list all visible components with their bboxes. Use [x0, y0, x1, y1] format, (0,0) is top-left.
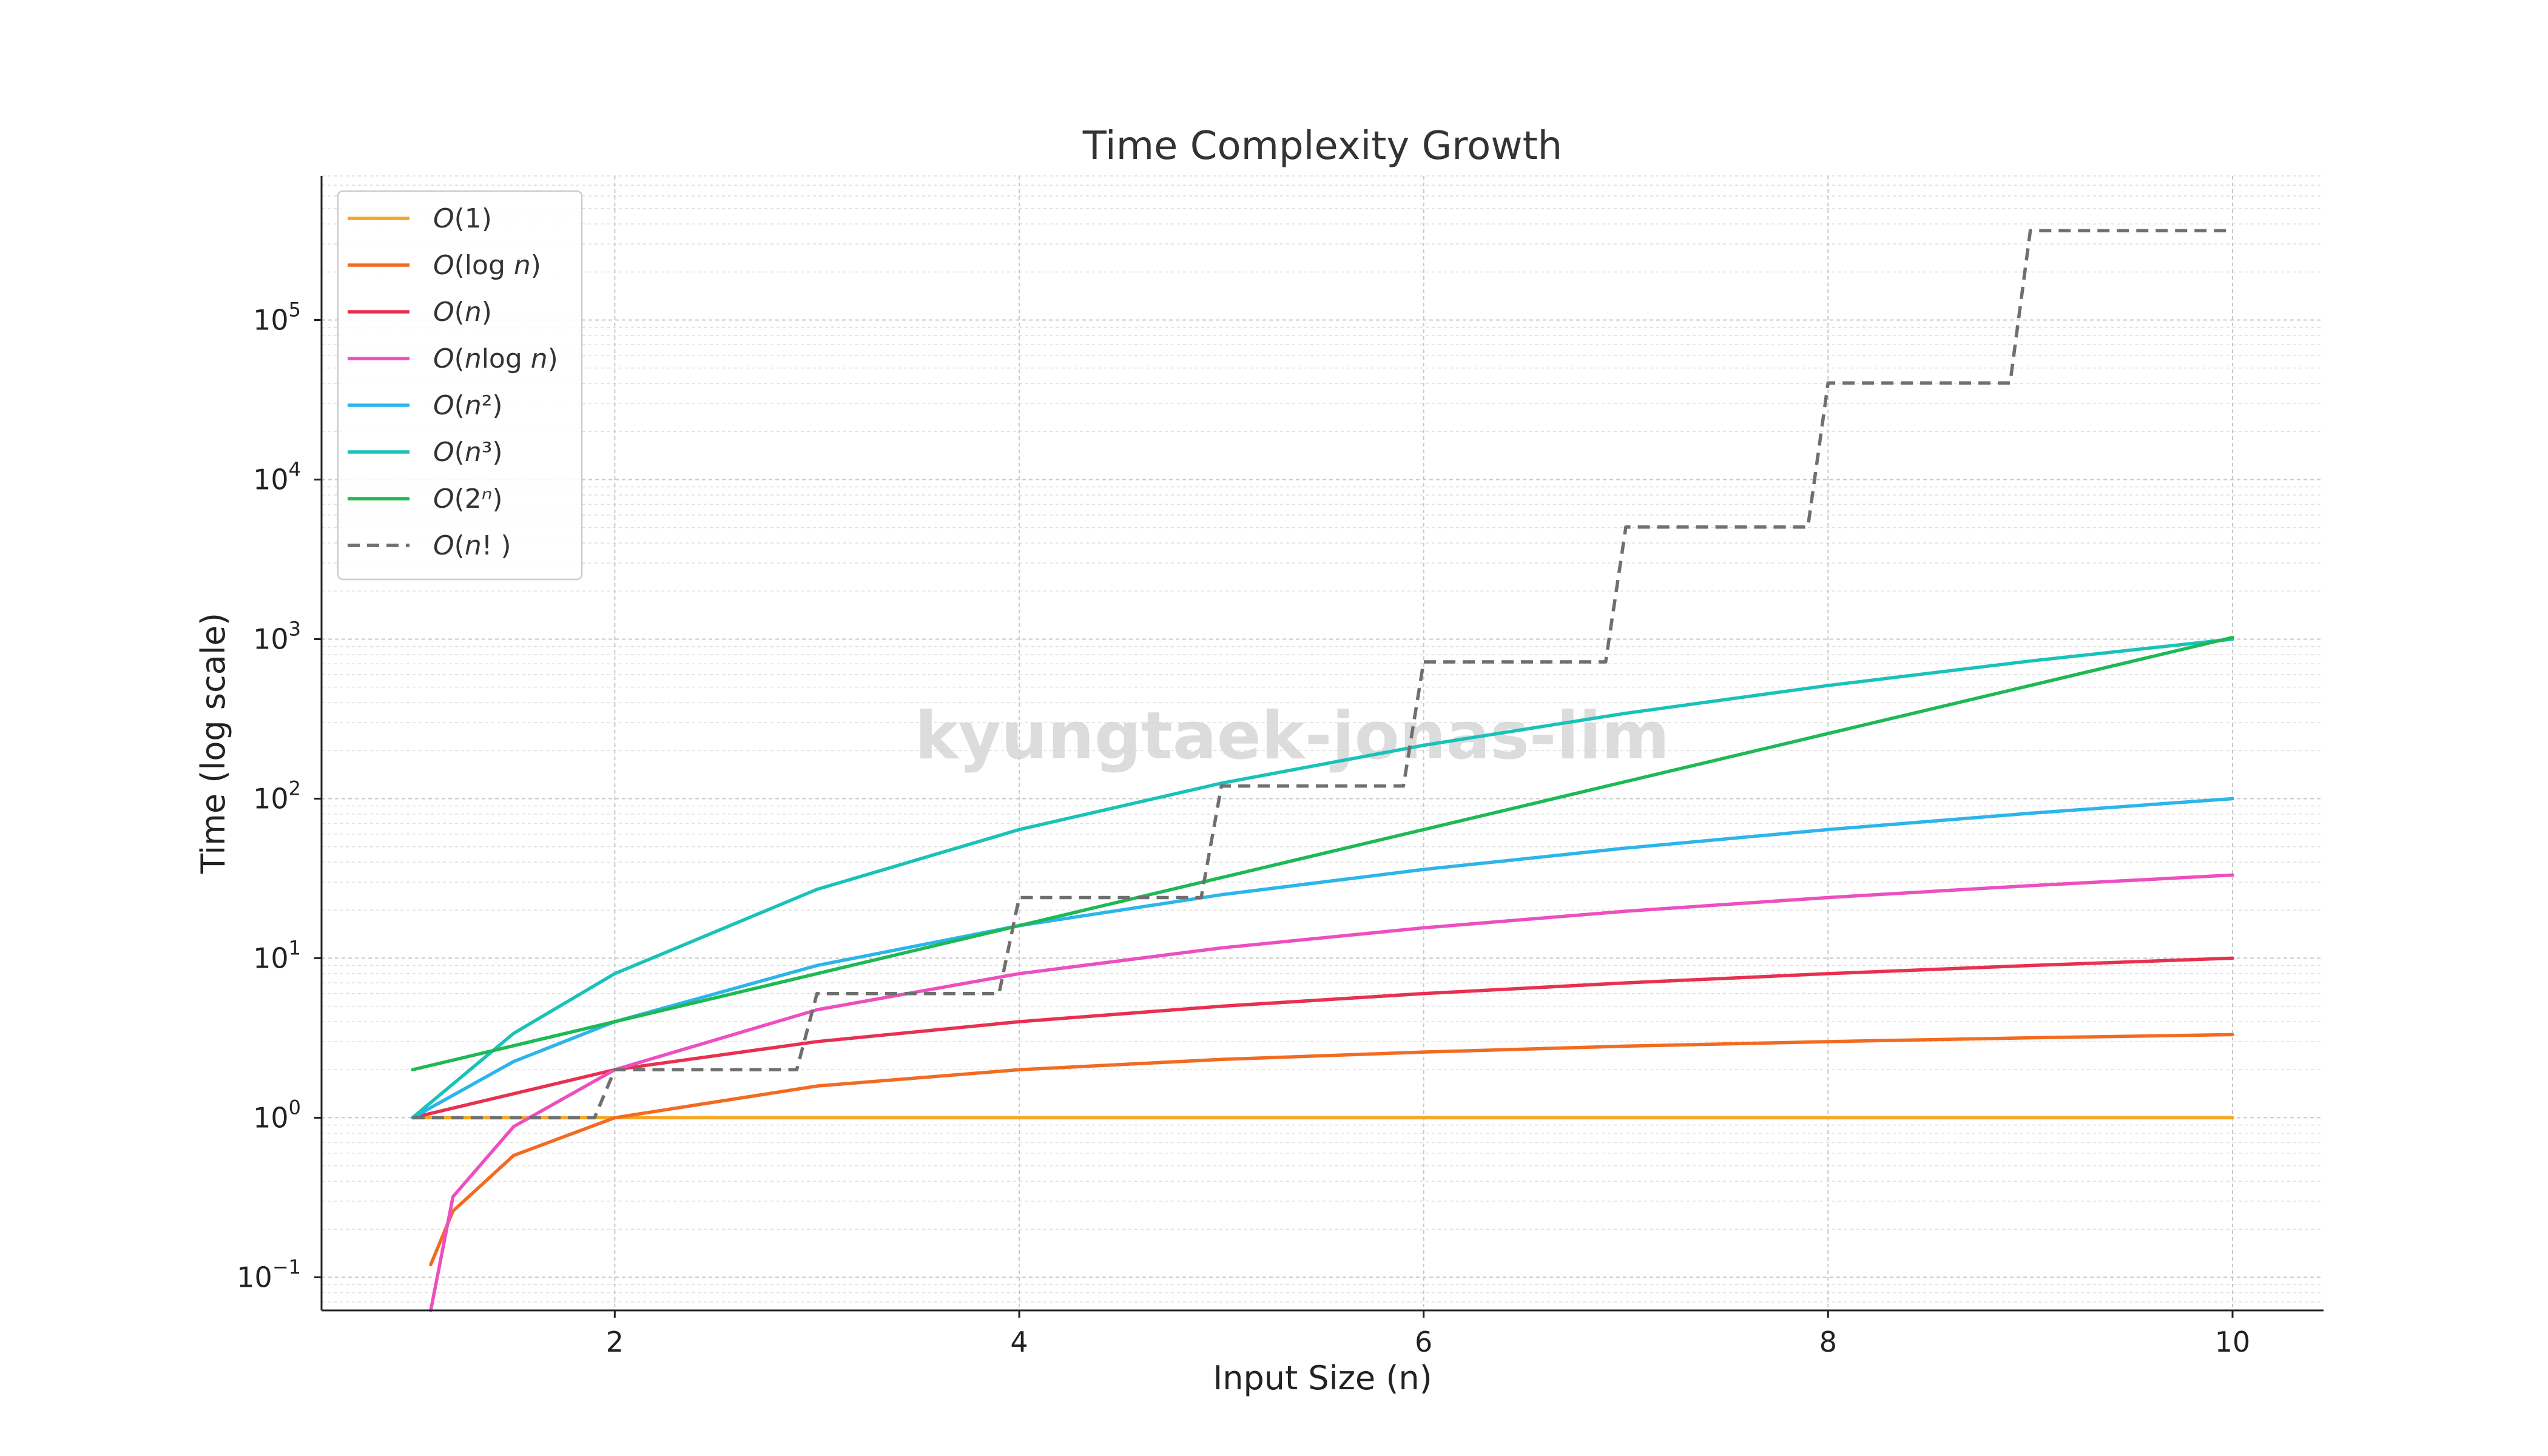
- y-tick-label: 103: [253, 617, 301, 655]
- legend-box: [337, 190, 583, 581]
- legend-label: O(n): [433, 297, 492, 328]
- y-tick-label: 100: [253, 1096, 301, 1134]
- x-tick-label: 6: [1415, 1326, 1432, 1358]
- series-line: [411, 637, 2234, 1120]
- legend-label: O(2ⁿ): [433, 484, 503, 514]
- plot-area: [411, 229, 2234, 1312]
- chart-title: Time Complexity Growth: [1082, 124, 1562, 169]
- y-tick-label: 105: [253, 298, 301, 336]
- x-tick-label: 2: [606, 1326, 624, 1358]
- x-tick-label: 4: [1010, 1326, 1028, 1358]
- x-tick-label: 10: [2215, 1326, 2251, 1358]
- series-line: [413, 229, 2233, 1120]
- series-line: [411, 636, 2234, 1071]
- series-line: [411, 956, 2234, 1120]
- y-tick-label: 10−1: [237, 1255, 301, 1293]
- series-line: [429, 873, 2234, 1312]
- axes: [314, 176, 2324, 1318]
- x-tick-label: 8: [1819, 1326, 1837, 1358]
- legend-label: O(n²): [433, 390, 503, 421]
- legend: O(1) O(log n) O(n) O(nlog n) O(n²) O(n³) O(2ⁿ)…: [337, 190, 583, 581]
- y-tick-label: 104: [253, 457, 301, 496]
- x-axis-label: Input Size (n): [1213, 1359, 1432, 1397]
- legend-label: O(log n): [433, 250, 541, 281]
- series-line: [429, 1033, 2234, 1267]
- tick-labels: 2 4 6 8 10 10−1 100 101 102 103 104 105: [237, 298, 2250, 1358]
- y-tick-label: 102: [253, 777, 301, 815]
- y-axis-label: Time (log scale): [194, 613, 232, 874]
- series-line: [411, 797, 2234, 1120]
- legend-label: O(1): [433, 203, 492, 234]
- legend-label: O(n! ): [433, 530, 511, 561]
- y-tick-label: 101: [253, 936, 301, 974]
- legend-label: O(nlog n): [433, 343, 558, 374]
- legend-label: O(n³): [433, 437, 503, 468]
- watermark: kyungtaek-jonas-lim: [915, 698, 1670, 774]
